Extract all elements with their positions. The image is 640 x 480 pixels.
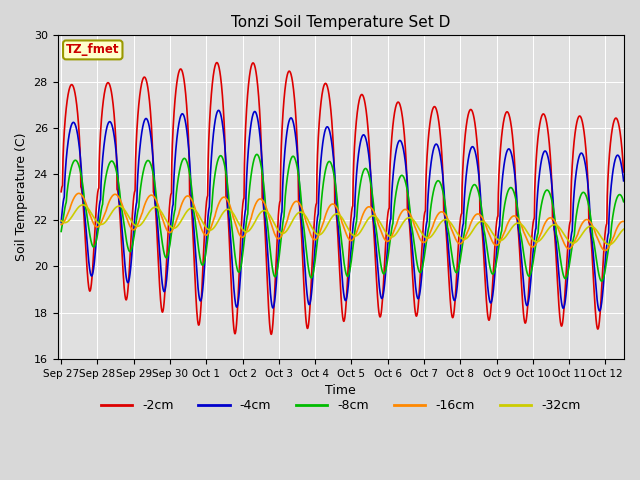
-16cm	[548, 216, 556, 221]
-32cm	[605, 242, 613, 248]
-2cm	[58, 189, 65, 194]
-8cm	[598, 278, 605, 284]
-8cm	[298, 199, 305, 205]
-16cm	[273, 235, 281, 241]
-8cm	[609, 213, 617, 218]
-4cm	[58, 220, 65, 226]
-32cm	[609, 240, 617, 246]
-32cm	[58, 218, 65, 224]
-2cm	[298, 233, 305, 239]
-32cm	[620, 227, 627, 232]
-2cm	[268, 331, 275, 337]
-2cm	[609, 122, 617, 128]
-8cm	[273, 269, 281, 275]
-32cm	[122, 208, 129, 214]
-4cm	[155, 237, 163, 242]
-8cm	[548, 199, 556, 204]
-16cm	[609, 235, 617, 241]
-8cm	[253, 152, 260, 157]
-8cm	[122, 230, 129, 236]
-8cm	[58, 228, 65, 234]
Text: TZ_fmet: TZ_fmet	[66, 43, 120, 57]
Y-axis label: Soil Temperature (C): Soil Temperature (C)	[15, 133, 28, 262]
-16cm	[75, 191, 83, 196]
-2cm	[273, 233, 281, 239]
-4cm	[273, 270, 281, 276]
Legend: -2cm, -4cm, -8cm, -16cm, -32cm: -2cm, -4cm, -8cm, -16cm, -32cm	[96, 395, 586, 418]
-4cm	[214, 108, 222, 113]
-4cm	[122, 267, 129, 273]
-4cm	[609, 168, 617, 174]
-16cm	[620, 218, 627, 224]
-8cm	[155, 213, 163, 219]
-2cm	[122, 295, 129, 300]
Title: Tonzi Soil Temperature Set D: Tonzi Soil Temperature Set D	[231, 15, 451, 30]
-16cm	[298, 204, 305, 210]
-4cm	[596, 308, 604, 314]
Line: -16cm: -16cm	[61, 193, 623, 251]
-2cm	[213, 60, 221, 65]
-16cm	[122, 212, 129, 217]
-4cm	[298, 217, 305, 223]
Line: -8cm: -8cm	[61, 155, 623, 281]
-32cm	[155, 206, 163, 212]
-32cm	[298, 209, 305, 215]
-4cm	[548, 185, 556, 191]
-8cm	[620, 199, 627, 204]
-4cm	[620, 178, 627, 184]
Line: -32cm: -32cm	[61, 205, 623, 245]
-2cm	[155, 265, 163, 271]
-32cm	[79, 202, 86, 208]
-2cm	[620, 169, 627, 175]
-16cm	[155, 204, 163, 210]
X-axis label: Time: Time	[325, 384, 356, 397]
-2cm	[548, 201, 556, 206]
Line: -2cm: -2cm	[61, 62, 623, 334]
-16cm	[602, 248, 609, 253]
-32cm	[273, 226, 281, 231]
-32cm	[548, 223, 556, 228]
-16cm	[58, 222, 65, 228]
Line: -4cm: -4cm	[61, 110, 623, 311]
